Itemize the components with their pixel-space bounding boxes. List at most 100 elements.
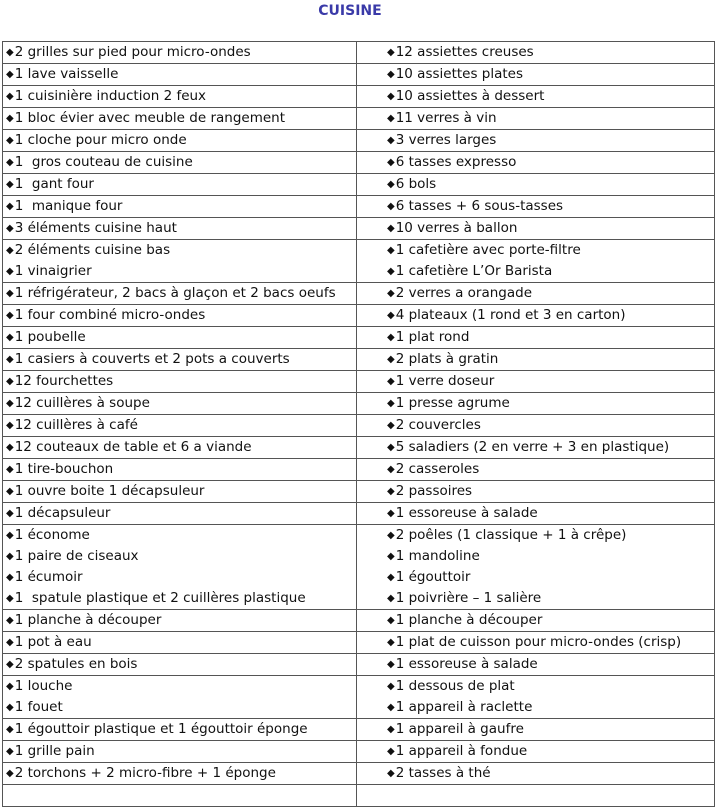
right-cell: ◆10 assiettes plates [356, 63, 715, 86]
list-item: ◆1 écumoir [6, 567, 356, 588]
right-cell: ◆1 verre doseur [356, 370, 715, 393]
list-item: ◆1 appareil à gaufre [387, 719, 714, 740]
bullet-icon: ◆ [6, 310, 14, 321]
item-text: 1 cafetière avec porte-filtre [395, 242, 581, 258]
list-item: ◆1 bloc évier avec meuble de rangement [6, 108, 356, 129]
bullet-icon: ◆ [6, 593, 14, 604]
bullet-icon: ◆ [387, 376, 395, 387]
table-row: ◆2 éléments cuisine bas ◆1 vinaigrier ◆1 c… [2, 239, 715, 283]
item-text: 1 fouet [14, 699, 63, 715]
table-row: ◆1 tire-bouchon ◆2 casseroles [2, 458, 715, 481]
right-cell: ◆1 appareil à gaufre [356, 718, 715, 741]
table-row: ◆1 manique four ◆6 tasses + 6 sous-tasses [2, 195, 715, 218]
item-text: 1 cafetière L’Or Barista [395, 263, 553, 279]
list-item: ◆10 verres à ballon [387, 218, 714, 239]
left-cell: ◆1 lave vaisselle [2, 63, 357, 86]
left-cell: ◆2 spatules en bois [2, 653, 357, 676]
left-cell: ◆1 louche ◆1 fouet [2, 675, 357, 719]
item-text: 1 dessous de plat [395, 678, 515, 694]
list-item: ◆1 plat de cuisson pour micro-ondes (cri… [387, 632, 714, 653]
bullet-icon: ◆ [387, 113, 395, 124]
left-cell: ◆1 tire-bouchon [2, 458, 357, 481]
right-cell: ◆1 cafetière avec porte-filtre ◆1 cafetiè… [356, 239, 715, 283]
left-cell: ◆1 casiers à couverts et 2 pots a couver… [2, 348, 357, 371]
list-item: ◆1 four combiné micro-ondes [6, 305, 356, 326]
list-item: ◆10 assiettes plates [387, 64, 714, 85]
list-item: ◆1 cuisinière induction 2 feux [6, 86, 356, 107]
right-cell: ◆11 verres à vin [356, 107, 715, 130]
bullet-icon: ◆ [6, 659, 14, 670]
list-item: ◆6 tasses expresso [387, 152, 714, 173]
bullet-icon: ◆ [6, 266, 14, 277]
item-text: 1 manique four [14, 198, 123, 214]
item-text: 12 fourchettes [14, 373, 114, 389]
bullet-icon: ◆ [6, 91, 14, 102]
bullet-icon: ◆ [387, 746, 395, 757]
list-item: ◆1 égouttoir plastique et 1 égouttoir ép… [6, 719, 356, 740]
list-item: ◆4 plateaux (1 rond et 3 en carton) [387, 305, 714, 326]
bullet-icon: ◆ [6, 47, 14, 58]
right-cell: ◆1 planche à découper [356, 609, 715, 632]
list-item: ◆1 dessous de plat [387, 676, 714, 697]
left-cell: ◆1 gant four [2, 173, 357, 196]
table-row: ◆1 décapsuleur ◆1 essoreuse à salade [2, 502, 715, 525]
item-text: 1 cloche pour micro onde [14, 132, 187, 148]
item-text: 1 réfrigérateur, 2 bacs à glaçon et 2 ba… [14, 285, 336, 301]
list-item [6, 785, 356, 806]
bullet-icon: ◆ [387, 508, 395, 519]
table-row: ◆1 économe ◆1 paire de ciseaux ◆1 écumoir ◆… [2, 524, 715, 610]
list-item: ◆5 saladiers (2 en verre + 3 en plastiqu… [387, 437, 714, 458]
bullet-icon: ◆ [6, 398, 14, 409]
item-text: 10 assiettes à dessert [395, 88, 545, 104]
item-text: 11 verres à vin [395, 110, 497, 126]
item-text: 2 éléments cuisine bas [14, 242, 171, 258]
list-item: ◆1 cloche pour micro onde [6, 130, 356, 151]
bullet-icon: ◆ [387, 530, 395, 541]
list-item: ◆1 planche à découper [6, 610, 356, 631]
table-row: ◆1 gant four ◆6 bols [2, 173, 715, 196]
table-row: ◆2 torchons + 2 micro-fibre + 1 éponge ◆2… [2, 762, 715, 785]
bullet-icon: ◆ [6, 508, 14, 519]
list-item: ◆1 planche à découper [387, 610, 714, 631]
list-item: ◆2 casseroles [387, 459, 714, 480]
table-row: ◆1 réfrigérateur, 2 bacs à glaçon et 2 b… [2, 282, 715, 305]
right-cell: ◆1 dessous de plat ◆1 appareil à raclette [356, 675, 715, 719]
bullet-icon: ◆ [6, 746, 14, 757]
list-item: ◆1 verre doseur [387, 371, 714, 392]
item-text: 1 casiers à couverts et 2 pots a couvert… [14, 351, 290, 367]
list-item: ◆1 essoreuse à salade [387, 503, 714, 524]
page-title: CUISINE [318, 3, 382, 19]
bullet-icon: ◆ [387, 593, 395, 604]
table-row: ◆1 égouttoir plastique et 1 égouttoir ép… [2, 718, 715, 741]
item-text: 12 assiettes creuses [395, 44, 534, 60]
bullet-icon: ◆ [6, 420, 14, 431]
left-cell: ◆2 éléments cuisine bas ◆1 vinaigrier [2, 239, 357, 283]
list-item: ◆1 pot à eau [6, 632, 356, 653]
right-cell: ◆4 plateaux (1 rond et 3 en carton) [356, 304, 715, 327]
item-text: 1 presse agrume [395, 395, 510, 411]
left-cell: ◆1 planche à découper [2, 609, 357, 632]
right-cell: ◆2 tasses à thé [356, 762, 715, 785]
table-row: ◆1 bloc évier avec meuble de rangement ◆1… [2, 107, 715, 130]
list-item: ◆1 réfrigérateur, 2 bacs à glaçon et 2 b… [6, 283, 356, 304]
table-row: ◆1 cloche pour micro onde ◆3 verres large… [2, 129, 715, 152]
right-cell: ◆2 verres a orangade [356, 282, 715, 305]
left-cell: ◆1 pot à eau [2, 631, 357, 654]
item-text: 2 torchons + 2 micro-fibre + 1 éponge [14, 765, 276, 781]
item-text: 1 essoreuse à salade [395, 505, 538, 521]
list-item: ◆2 éléments cuisine bas [6, 240, 356, 261]
left-cell: ◆1 four combiné micro-ondes [2, 304, 357, 327]
item-text: 2 verres a orangade [395, 285, 532, 301]
item-text: 10 assiettes plates [395, 66, 524, 82]
table-row: ◆12 couteaux de table et 6 a viande ◆5 sa… [2, 436, 715, 459]
item-text: 1 planche à découper [395, 612, 543, 628]
bullet-icon: ◆ [387, 310, 395, 321]
list-item: ◆1 poubelle [6, 327, 356, 348]
item-text: 1 essoreuse à salade [395, 656, 538, 672]
table-row: ◆3 éléments cuisine haut ◆10 verres à bal… [2, 217, 715, 240]
list-item: ◆12 couteaux de table et 6 a viande [6, 437, 356, 458]
bullet-icon: ◆ [387, 420, 395, 431]
item-text: 1 paire de ciseaux [14, 548, 139, 564]
bullet-icon: ◆ [6, 376, 14, 387]
table-row: ◆12 cuillères à café ◆2 couvercles [2, 414, 715, 437]
